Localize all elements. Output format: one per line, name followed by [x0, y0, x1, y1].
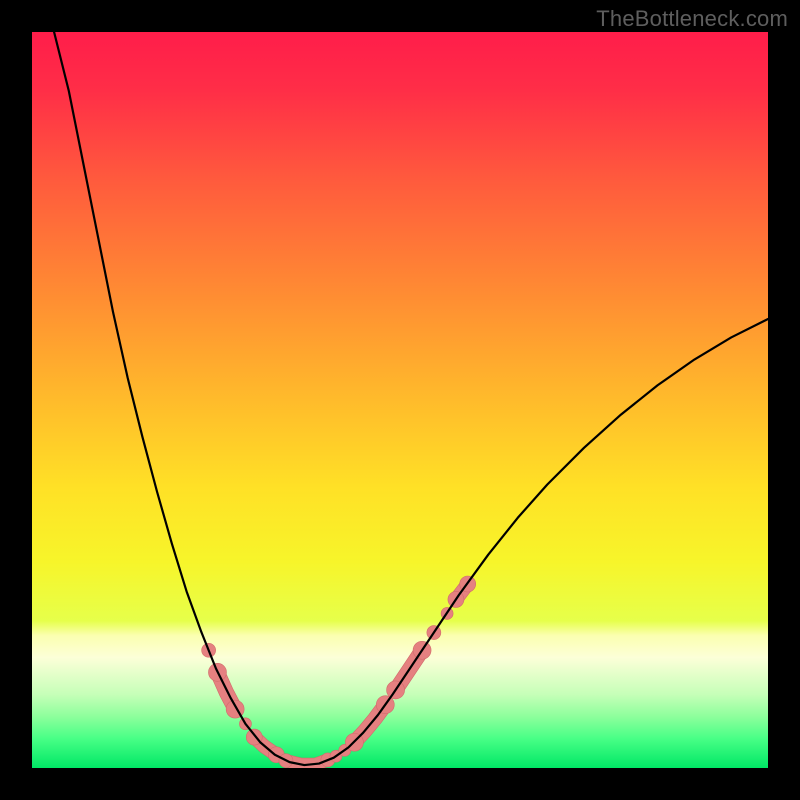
plot-area	[32, 32, 768, 768]
bottleneck-curve	[32, 32, 768, 768]
chart-frame: TheBottleneck.com	[0, 0, 800, 800]
watermark-text: TheBottleneck.com	[596, 6, 788, 32]
